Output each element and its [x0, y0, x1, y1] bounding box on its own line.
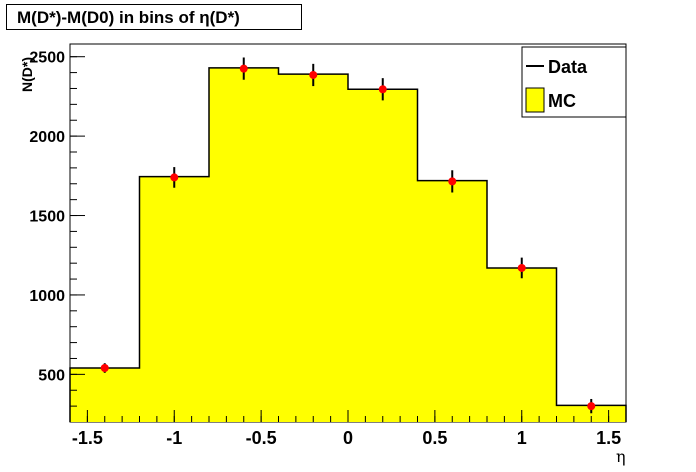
x-tick-label: 1.5	[596, 428, 621, 448]
mc-bin	[487, 267, 557, 422]
legend-box	[521, 46, 627, 118]
legend-mc-label: MC	[548, 91, 576, 111]
data-point	[448, 177, 457, 186]
x-tick-label: -1.5	[72, 428, 103, 448]
data-point	[378, 85, 387, 94]
mc-bin	[139, 176, 209, 422]
y-tick-label: 1500	[29, 209, 65, 226]
mc-histogram-outline	[69, 67, 627, 422]
data-point	[100, 364, 109, 372]
mc-bin	[278, 74, 348, 423]
mc-bin	[70, 368, 140, 422]
y-tick-label: 500	[38, 367, 65, 384]
x-tick-label: -1	[166, 428, 182, 448]
x-tick-label: 1	[517, 428, 527, 448]
data-point	[170, 173, 179, 182]
y-tick-label: 2500	[29, 50, 65, 67]
y-tick-label: 2000	[29, 129, 65, 146]
data-point	[587, 402, 596, 411]
x-tick-label: 0.5	[422, 428, 447, 448]
legend-mc-swatch	[525, 87, 545, 113]
legend: Data MC	[521, 46, 627, 118]
chart-title: M(D*)-M(D0) in bins of η(D*)	[17, 8, 240, 27]
mc-bin	[417, 180, 487, 422]
data-point	[239, 64, 248, 73]
data-point	[517, 263, 526, 272]
x-tick-label: 0	[343, 428, 353, 448]
x-axis-label: η	[616, 447, 626, 466]
x-tick-label: -0.5	[246, 428, 277, 448]
mc-bin	[209, 67, 279, 422]
legend-data-label: Data	[548, 57, 588, 77]
title-box: M(D*)-M(D0) in bins of η(D*)	[6, 4, 302, 30]
y-tick-label: 1000	[29, 288, 65, 305]
y-axis-label: N(D*)	[19, 57, 35, 92]
data-point	[309, 70, 318, 79]
mc-bin	[348, 89, 418, 422]
